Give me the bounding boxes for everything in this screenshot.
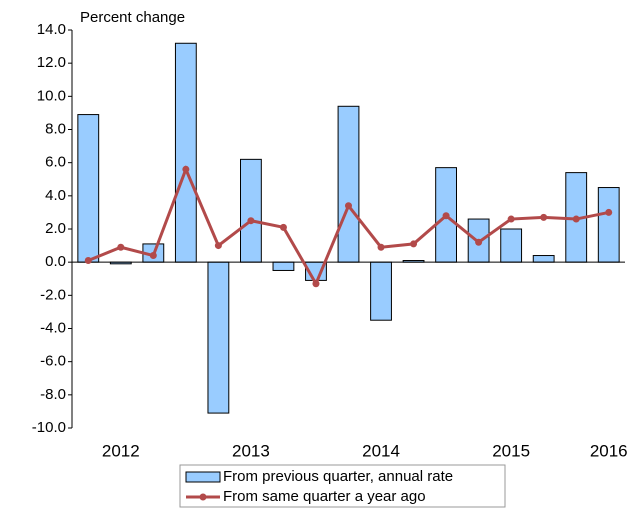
marker (572, 215, 580, 223)
x-tick-label: 2015 (492, 441, 530, 460)
y-tick-label: 2.0 (45, 220, 66, 237)
marker (345, 202, 352, 210)
legend-label: From same quarter a year ago (223, 488, 426, 505)
marker (410, 240, 418, 248)
bar (597, 187, 620, 263)
y-tick-label: 12.0 (37, 54, 66, 71)
bar (272, 261, 295, 271)
y-tick-label: 0.0 (45, 253, 66, 270)
marker (149, 252, 157, 260)
y-tick-label: 10.0 (37, 87, 66, 104)
marker (475, 238, 483, 246)
bar (370, 261, 392, 321)
marker (540, 213, 548, 221)
legend-swatch (185, 471, 221, 483)
marker (182, 165, 190, 173)
y-tick-label: 4.0 (45, 187, 66, 204)
y-tick-label: -6.0 (40, 353, 66, 370)
x-tick-label: 2014 (362, 441, 400, 460)
marker (117, 243, 125, 251)
y-tick-label: -8.0 (40, 386, 66, 403)
x-tick-label: 2012 (102, 441, 140, 460)
bar (532, 255, 555, 263)
y-tick-label: -10.0 (32, 419, 66, 436)
marker (507, 215, 515, 223)
bar (207, 261, 230, 414)
y-tick-label: 8.0 (45, 120, 66, 137)
legend-box (179, 464, 506, 508)
marker (279, 223, 287, 231)
marker (247, 217, 255, 225)
legend-marker (199, 493, 207, 501)
x-tick-label: 2013 (232, 441, 270, 460)
y-tick-label: 6.0 (45, 154, 66, 171)
bar (77, 114, 100, 263)
marker (84, 257, 92, 265)
y-tick-label: -4.0 (40, 319, 66, 336)
marker (312, 280, 320, 288)
marker (442, 212, 450, 220)
y-tick-label: 14.0 (37, 21, 66, 38)
bar (174, 42, 197, 263)
x-tick-label: 2016 (590, 441, 628, 460)
marker (605, 208, 613, 216)
legend-label: From previous quarter, annual rate (223, 468, 453, 485)
y-tick-label: -2.0 (40, 286, 66, 303)
marker (214, 242, 222, 250)
y-axis-label: Percent change (80, 9, 185, 26)
bar (337, 105, 360, 263)
marker (377, 243, 385, 251)
bar (240, 158, 262, 263)
bar (500, 228, 523, 263)
